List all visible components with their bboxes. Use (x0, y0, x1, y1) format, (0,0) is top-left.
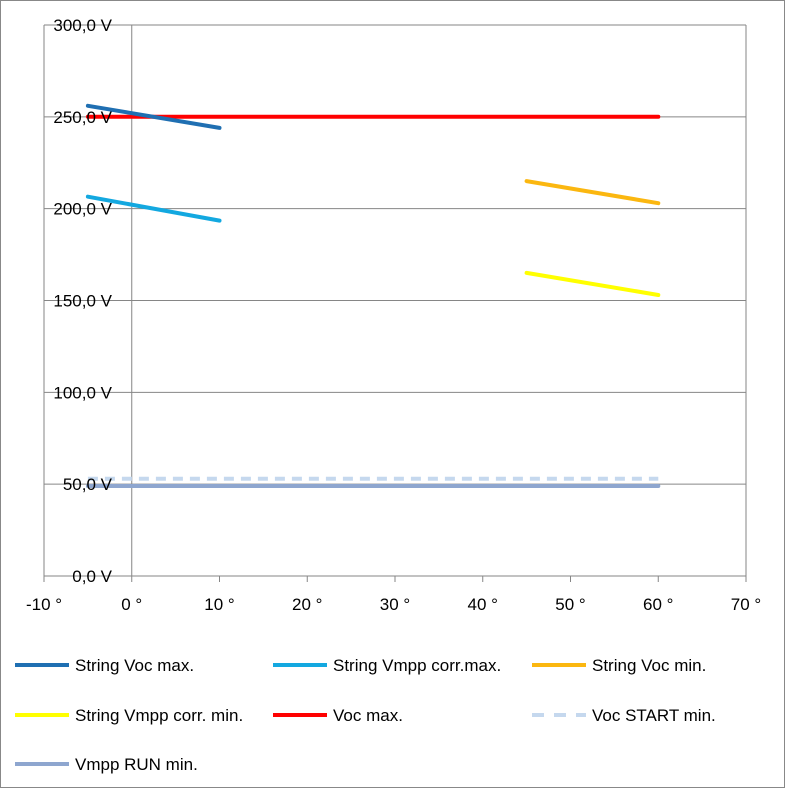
series-line-0 (85, 103, 222, 130)
x-tick-label: 20 ° (292, 595, 322, 614)
series-line-1 (85, 194, 222, 223)
y-tick-label: 0,0 V (72, 567, 112, 586)
x-tick-labels: -10 ° 0 ° 10 ° 20 ° 30 ° 40 ° 50 ° 60 ° 70 ° (26, 595, 761, 614)
y-tick-label: 250,0 V (53, 108, 112, 127)
x-tick-label: 50 ° (555, 595, 585, 614)
y-tick-label: 300,0 V (53, 16, 112, 35)
legend-label-4: Voc max. (333, 706, 403, 725)
x-tick-label: 70 ° (731, 595, 761, 614)
y-tick-label: 50,0 V (63, 475, 113, 494)
x-tick-label: -10 ° (26, 595, 62, 614)
y-tick-label: 200,0 V (53, 200, 112, 219)
legend-label-0: String Voc max. (75, 656, 194, 675)
legend-label-3: String Vmpp corr. min. (75, 706, 243, 725)
legend-label-1: String Vmpp corr.max. (333, 656, 501, 675)
y-tick-label: 150,0 V (53, 292, 112, 311)
gridlines (44, 24, 746, 485)
series-lines (85, 103, 661, 488)
x-tick-label: 10 ° (204, 595, 234, 614)
x-tick-label: 60 ° (643, 595, 673, 614)
x-tick-label: 30 ° (380, 595, 410, 614)
x-tick-label: 40 ° (468, 595, 498, 614)
series-line-2 (524, 179, 661, 206)
series-line-3 (524, 270, 661, 297)
legend-label-2: String Voc min. (592, 656, 706, 675)
y-tick-labels: 0,0 V 50,0 V 100,0 V 150,0 V 200,0 V 250,0 V 3… (53, 16, 112, 586)
legend: String Voc max. String Vmpp corr.max. Stri… (15, 656, 716, 774)
x-tick-label: 0 ° (121, 595, 142, 614)
legend-label-6: Vmpp RUN min. (75, 755, 198, 774)
y-tick-label: 100,0 V (53, 383, 112, 402)
axes (43, 25, 747, 582)
legend-label-5: Voc START min. (592, 706, 716, 725)
